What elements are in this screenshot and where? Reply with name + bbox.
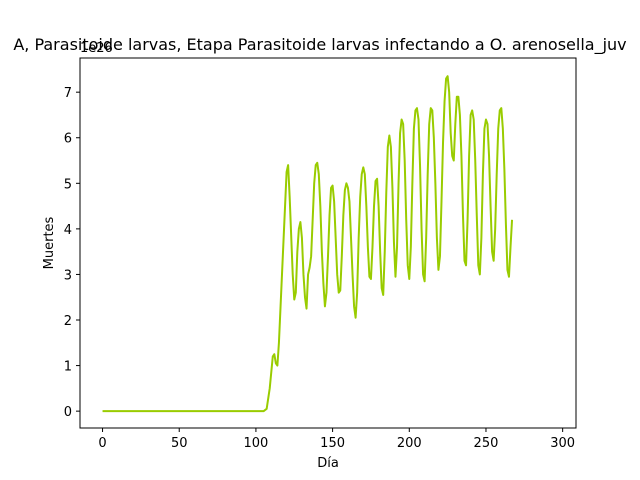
y-tick-label: 7: [64, 86, 72, 101]
y-tick-label: 4: [64, 223, 72, 238]
axes-frame: [79, 57, 577, 429]
x-tick-label: 200: [397, 436, 422, 451]
x-tick-label: 50: [171, 436, 188, 451]
y-tick-label: 2: [64, 314, 72, 329]
x-tick-label: 0: [98, 436, 106, 451]
y-tick-label: 0: [64, 405, 72, 420]
y-tick-label: 3: [64, 268, 72, 283]
series-line-0: [102, 75, 514, 413]
plot-layer: [102, 75, 514, 413]
y-tick-label: 1: [64, 360, 72, 375]
y-axis-offset-label: 1e26: [80, 41, 113, 56]
chart-title: A, Parasitoide larvas, Etapa Parasitoide…: [13, 35, 626, 55]
y-tick-label: 6: [64, 132, 72, 147]
x-tick-label: 150: [320, 436, 345, 451]
x-axis-label: Día: [317, 456, 339, 471]
ticks-layer: 0 50 100 150 200 250 300 0 1 2 3 4 5 6 7: [64, 86, 575, 451]
y-tick-label: 5: [64, 177, 72, 192]
x-tick-label: 100: [244, 436, 269, 451]
x-tick-label: 250: [474, 436, 499, 451]
y-axis-label: Muertes: [42, 216, 57, 269]
x-tick-label: 300: [550, 436, 575, 451]
